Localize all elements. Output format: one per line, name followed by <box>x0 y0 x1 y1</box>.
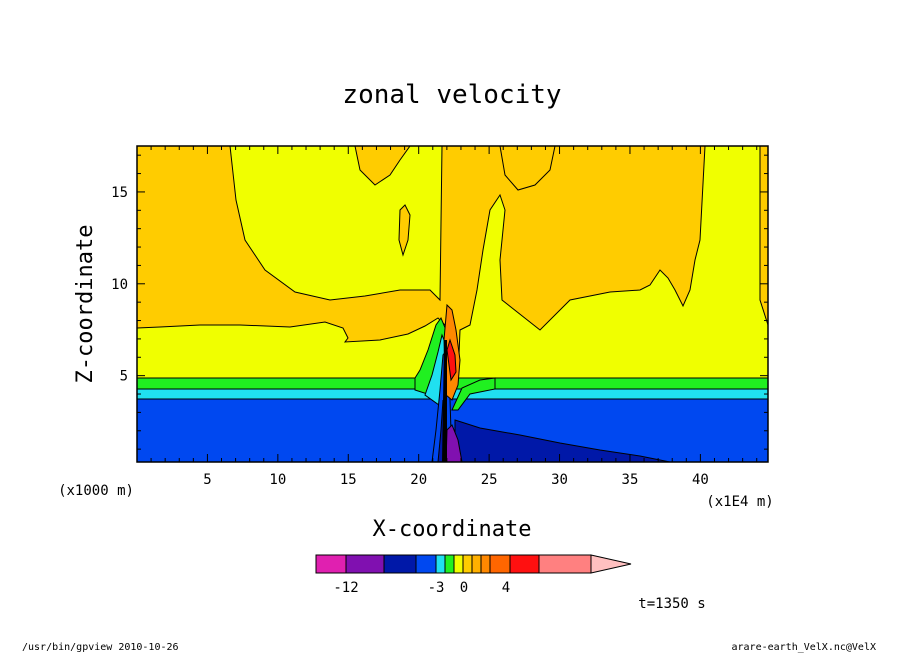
x-tick-label: 20 <box>410 472 427 488</box>
region-yellow-upper-left <box>229 146 443 302</box>
colorbar-segment <box>345 554 385 574</box>
colorbar-arrow <box>590 554 632 574</box>
colorbar-segment <box>471 554 482 574</box>
colorbar-segment <box>315 554 347 574</box>
y-tick-label: 10 <box>111 277 128 293</box>
x-tick-label: 40 <box>692 472 709 488</box>
x-tick-label: 5 <box>203 472 211 488</box>
y-axis-title: Z-coordinate <box>73 225 98 384</box>
colorbar-segment <box>480 554 491 574</box>
x-axis: 5 10 15 20 25 30 35 40 <box>150 146 758 488</box>
colorbar-segment <box>383 554 417 574</box>
x-unit-label: (x1E4 m) <box>706 494 773 510</box>
colorbar-segment <box>435 554 446 574</box>
x-tick-label: 30 <box>551 472 568 488</box>
colorbar-labels: -12 -3 0 4 <box>333 580 510 596</box>
colorbar-segment <box>415 554 437 574</box>
region-darkblue-right <box>454 419 671 462</box>
footer-left: /usr/bin/gpview 2010-10-26 <box>22 642 179 653</box>
colorbar-segment <box>509 554 540 574</box>
chart-title: zonal velocity <box>342 80 561 110</box>
plot-frame <box>136 145 769 463</box>
colorbar-label: -3 <box>428 580 445 596</box>
region-yellow-right <box>457 146 768 381</box>
x-tick-label: 10 <box>269 472 286 488</box>
region-orange-top <box>354 146 411 186</box>
x-tick-label: 25 <box>481 472 498 488</box>
footer-right: arare-earth_VelX.nc@VelX <box>732 642 877 653</box>
plume-ridge <box>442 340 447 462</box>
colorbar-segment <box>462 554 473 574</box>
colorbar-segment <box>453 554 464 574</box>
x-tick-label: 35 <box>622 472 639 488</box>
colorbar-segment <box>538 554 592 574</box>
time-label: t=1350 s <box>638 596 705 612</box>
y-unit-label: (x1000 m) <box>58 483 134 499</box>
colorbar-label: 4 <box>502 580 510 596</box>
colorbar-label: 0 <box>460 580 468 596</box>
plot-area <box>136 145 769 463</box>
y-tick-label: 5 <box>120 369 128 385</box>
plume-red <box>446 338 457 382</box>
region-orange-top-right <box>499 146 556 191</box>
colorbar-label: -12 <box>333 580 358 596</box>
x-tick-label: 15 <box>340 472 357 488</box>
region-orange-island <box>398 204 411 257</box>
y-tick-label: 15 <box>111 185 128 201</box>
colorbar <box>315 554 632 574</box>
x-axis-title: X-coordinate <box>373 517 532 542</box>
y-axis: 5 10 15 <box>111 154 768 450</box>
colorbar-segment <box>489 554 511 574</box>
colorbar-segment <box>444 554 455 574</box>
rise-right <box>451 377 496 411</box>
